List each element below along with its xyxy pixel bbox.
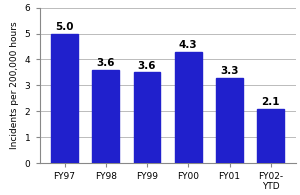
Bar (175, 52, 202, 163)
Bar (51, 34, 78, 163)
Text: 2.1: 2.1 (262, 97, 280, 107)
Text: 4.3: 4.3 (179, 40, 198, 50)
Bar (92, 70, 119, 163)
Y-axis label: Incidents per 200,000 hours: Incidents per 200,000 hours (10, 22, 19, 149)
Bar (257, 109, 284, 163)
Bar (134, 72, 160, 163)
Text: 5.0: 5.0 (55, 22, 74, 32)
Text: 3.6: 3.6 (97, 58, 115, 68)
Text: 3.3: 3.3 (220, 66, 239, 76)
Text: 3.6: 3.6 (138, 61, 156, 71)
Bar (216, 78, 243, 163)
